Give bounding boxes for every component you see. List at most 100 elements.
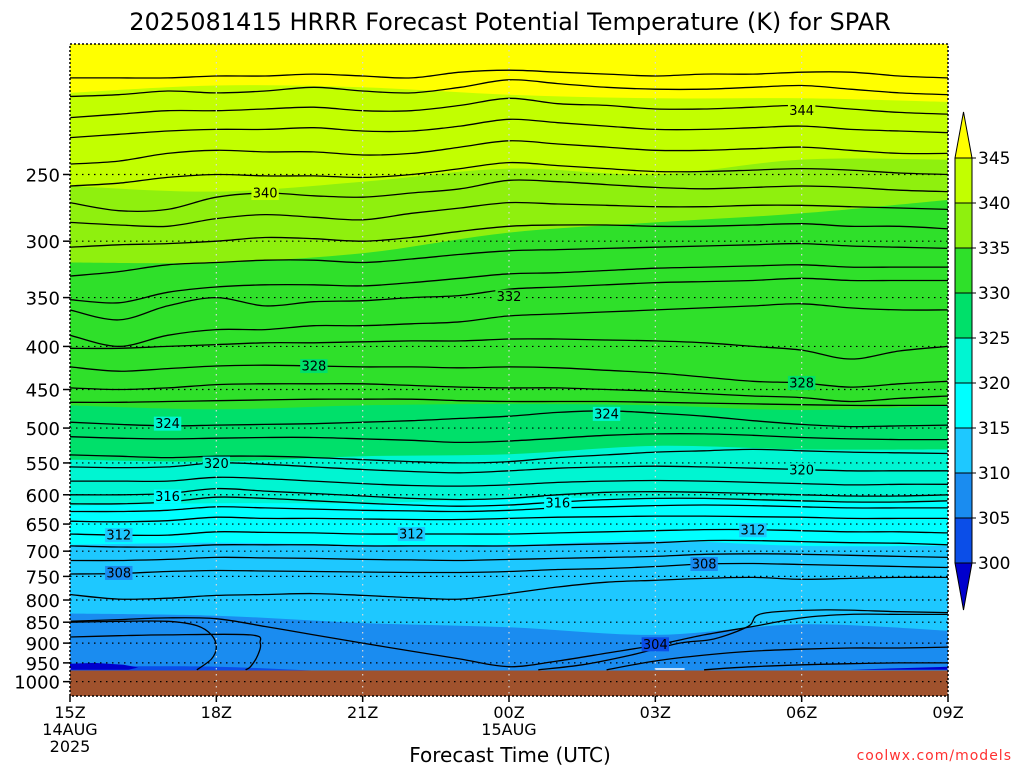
- contour-line-306: [70, 613, 948, 668]
- contour-line-302: [704, 662, 948, 671]
- contour-label-bg: [153, 416, 182, 431]
- contour-label-bg: [592, 406, 621, 421]
- colorbar-box: [954, 517, 973, 564]
- y-tick-label: 450: [26, 381, 60, 402]
- credit-text: coolwx.com/models: [857, 748, 1012, 764]
- colorbar-box: [954, 382, 973, 429]
- contour-line-330: [70, 303, 948, 348]
- colorbar-label: 330: [978, 284, 1010, 304]
- colorbar-over-arrow: [954, 111, 973, 159]
- y-tick-label: 250: [26, 165, 60, 186]
- contour-line-308: [70, 562, 948, 575]
- y-tick-label: 600: [26, 486, 60, 507]
- contour-line-340: [70, 179, 948, 213]
- contour-line-327: [70, 383, 948, 403]
- contour-label-bg: [787, 375, 816, 390]
- contour-label-bg: [251, 186, 279, 201]
- contour-line-338: [70, 223, 948, 248]
- x-tick-label: 18Z: [201, 703, 232, 722]
- contour-label-bg: [495, 289, 523, 304]
- y-tick-label: 300: [26, 232, 60, 253]
- contour-label: 328: [789, 376, 814, 391]
- patch-1: [850, 666, 948, 670]
- colorbar-box: [954, 247, 973, 294]
- contour-label-bg: [690, 557, 718, 572]
- x-tick-label: 06Z: [786, 703, 817, 722]
- x-tick-label: 09Z: [932, 703, 963, 722]
- contour-label-bg: [105, 565, 133, 580]
- x-tick-label: 00Z: [493, 703, 524, 722]
- x-tick-label: 14AUG: [42, 720, 97, 739]
- contour-line-336: [70, 242, 948, 277]
- contour-line-341: [70, 161, 948, 187]
- contour-label-bg: [739, 523, 767, 538]
- contour-label: 328: [301, 360, 326, 375]
- y-tick-label: 350: [26, 289, 60, 310]
- contour-label: 304: [643, 638, 668, 653]
- y-tick-label: 950: [26, 654, 60, 675]
- chart-title: 2025081415 HRRR Forecast Potential Tempe…: [129, 8, 891, 36]
- contour-labels: 344 340 332 328 328 324 324 320 320 316 316 312 312 3…: [105, 103, 816, 653]
- contour-label-bg: [787, 103, 816, 118]
- colorbar-box: [954, 292, 973, 339]
- colorbar: 300 305 310 315 320 325 330 335 340 345: [954, 111, 1010, 611]
- y-tick-label: 850: [26, 613, 60, 634]
- colorbar-label: 315: [978, 419, 1010, 439]
- contour-label: 312: [106, 529, 131, 544]
- y-tick-label: 1000: [14, 673, 60, 694]
- contour-label: 320: [204, 457, 229, 472]
- contour-label: 320: [789, 464, 814, 479]
- y-tick-label: 650: [26, 515, 60, 536]
- contour-line-334: [70, 264, 948, 304]
- colorbar-label: 305: [978, 509, 1010, 529]
- contour-label-bg: [202, 456, 231, 471]
- patch-2: [655, 668, 685, 670]
- contour-label: 324: [594, 407, 619, 422]
- x-tick-label: 15Z: [54, 703, 85, 722]
- y-tick-label: 900: [26, 634, 60, 655]
- plot-area: [70, 44, 948, 696]
- contour-label-bg: [153, 489, 182, 504]
- contour-label: 308: [692, 558, 717, 573]
- contour-label: 312: [399, 528, 424, 543]
- contour-label-bg: [641, 637, 670, 652]
- contour-line-303: [606, 646, 948, 671]
- y-tick-label: 400: [26, 337, 60, 358]
- contour-line-306: [70, 620, 217, 671]
- y-tick-label: 500: [26, 419, 60, 440]
- contour-line-322: [70, 448, 948, 464]
- contour-label: 332: [497, 290, 522, 305]
- x-tick-label: 2025: [50, 737, 91, 756]
- colorbar-box: [954, 337, 973, 384]
- colorbar-label: 310: [978, 464, 1010, 484]
- colorbar-label: 325: [978, 329, 1010, 349]
- y-tick-label: 800: [26, 591, 60, 612]
- colorbar-label: 345: [978, 149, 1010, 169]
- x-axis-label: Forecast Time (UTC): [409, 743, 611, 767]
- contour-label: 308: [106, 566, 131, 581]
- colorbar-box: [954, 472, 973, 519]
- y-tick-label: 550: [26, 454, 60, 475]
- colorbar-box: [954, 202, 973, 249]
- x-tick-label: 21Z: [347, 703, 378, 722]
- contour-line-304: [538, 609, 948, 671]
- colorbar-label: 340: [978, 194, 1010, 214]
- contour-line-311: [70, 539, 948, 548]
- colorbar-under-arrow: [954, 562, 973, 611]
- contour-label-bg: [300, 359, 328, 374]
- contour-label-bg: [544, 496, 572, 511]
- colorbar-label: 320: [978, 374, 1010, 394]
- patch-0: [70, 662, 139, 670]
- colorbar-box: [954, 157, 973, 204]
- contour-label: 344: [789, 104, 814, 119]
- colorbar-label: 300: [978, 554, 1010, 574]
- colorbar-label: 335: [978, 239, 1010, 259]
- contour-label: 312: [740, 524, 765, 539]
- contour-label-bg: [105, 528, 133, 543]
- contour-line-346: [70, 69, 948, 79]
- contour-label: 316: [155, 490, 180, 505]
- y-tick-label: 700: [26, 542, 60, 563]
- contour-label: 324: [155, 417, 180, 432]
- y-tick-label: 750: [26, 567, 60, 588]
